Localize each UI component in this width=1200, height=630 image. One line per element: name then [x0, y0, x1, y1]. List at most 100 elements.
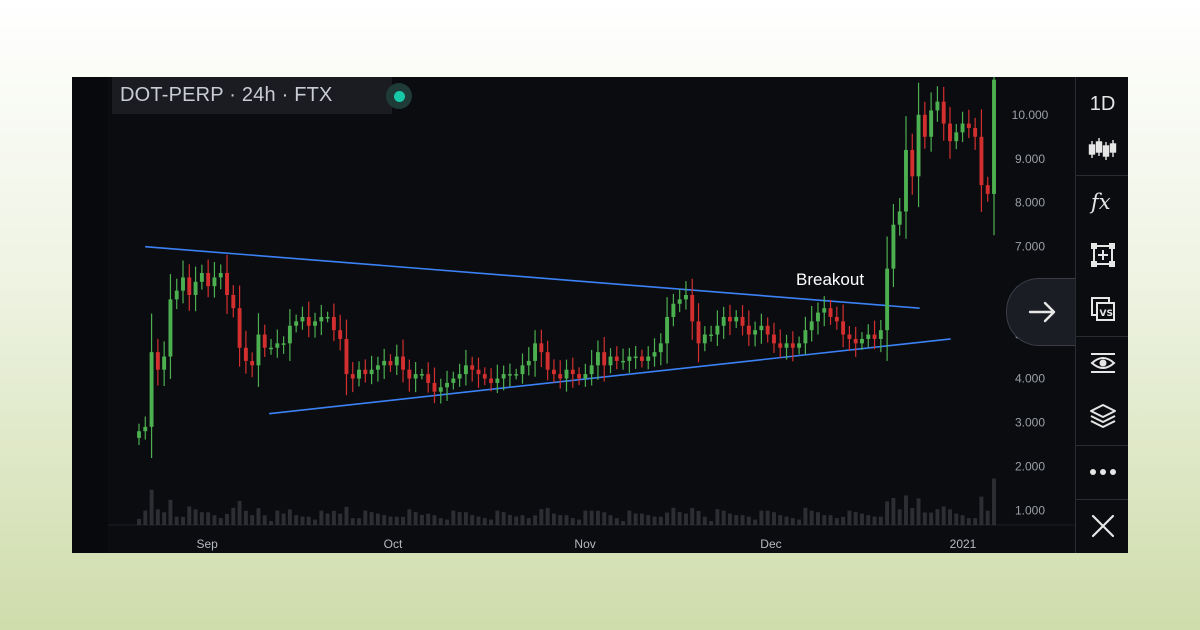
layers-button[interactable] — [1076, 390, 1128, 444]
candle-body — [922, 114, 927, 137]
volume-bar — [922, 512, 927, 525]
scroll-to-latest-button[interactable] — [1006, 278, 1079, 346]
volume-bar — [878, 516, 883, 525]
close-button[interactable] — [1076, 499, 1128, 553]
candle-body — [677, 299, 682, 304]
candle-body — [413, 374, 418, 379]
volume-bar — [885, 501, 890, 525]
candle-body — [155, 352, 160, 370]
chart-type-button[interactable] — [1076, 122, 1128, 176]
volume-bar — [860, 513, 864, 525]
volume-bar — [451, 510, 456, 525]
volume-bar — [746, 516, 751, 525]
candle-body — [539, 343, 544, 353]
volume-bar — [470, 515, 475, 525]
volume-bar — [772, 512, 776, 525]
x-tick-label: Dec — [760, 537, 781, 551]
drawing-tools-button[interactable] — [1076, 228, 1128, 282]
volume-bar — [294, 515, 299, 525]
candle-body — [495, 378, 500, 383]
volume-bar — [432, 515, 437, 525]
candle-body — [891, 224, 896, 269]
svg-text:VS: VS — [1099, 309, 1112, 319]
volume-bar — [916, 498, 921, 525]
candle-body — [570, 369, 575, 375]
candle-body — [338, 330, 343, 339]
volume-bar — [539, 509, 544, 525]
symbol-header[interactable]: DOT-PERP · 24h · FTX — [112, 77, 412, 114]
candle-body — [231, 294, 236, 309]
candle-body — [690, 294, 695, 322]
volume-bar — [533, 515, 538, 525]
candle-body — [683, 294, 688, 300]
volume-bar — [816, 512, 820, 525]
candle-body — [602, 352, 607, 366]
candle-body — [966, 123, 971, 128]
candle-body — [753, 330, 758, 335]
candle-body — [401, 356, 405, 370]
volume-bar — [168, 499, 173, 525]
chart-frame[interactable]: 1.0002.0003.0004.0005.0006.0007.0008.000… — [72, 77, 1128, 553]
candle-body — [388, 360, 393, 366]
visibility-button[interactable] — [1076, 336, 1128, 390]
volume-bar — [231, 507, 236, 525]
volume-bar — [564, 515, 569, 525]
volume-bar — [665, 512, 670, 525]
candle-body — [331, 316, 336, 331]
volume-bar — [834, 518, 839, 525]
arrow-right-icon — [1028, 301, 1056, 323]
volume-bar — [419, 515, 424, 525]
volume-bar — [149, 489, 154, 525]
candle-body — [489, 378, 494, 383]
volume-bar — [181, 516, 185, 525]
candle-body — [237, 308, 242, 348]
volume-bar — [633, 513, 638, 525]
candle-body — [872, 334, 877, 339]
y-tick-label: 3.000 — [1015, 415, 1045, 429]
y-tick-label: 4.000 — [1015, 372, 1045, 386]
volume-bar — [790, 518, 795, 525]
candle-body — [407, 369, 412, 379]
volume-bar — [300, 516, 305, 525]
candlestick-chart[interactable]: 1.0002.0003.0004.0005.0006.0007.0008.000… — [72, 77, 1075, 553]
volume-bar — [162, 512, 167, 525]
candle-body — [790, 343, 795, 348]
interval-button[interactable]: 1D — [1076, 77, 1128, 131]
volume-bar — [382, 515, 387, 525]
volume-bar — [482, 518, 487, 525]
compare-button[interactable]: VS — [1076, 282, 1128, 336]
volume-bar — [973, 518, 978, 525]
indicators-button[interactable]: fx — [1076, 175, 1128, 229]
candle-body — [897, 211, 902, 225]
volume-bar — [646, 515, 651, 525]
candle-body — [665, 316, 670, 344]
candle-body — [595, 352, 600, 366]
candle-body — [463, 365, 468, 375]
drawing-tools-icon — [1090, 243, 1115, 267]
trendline — [269, 338, 951, 415]
candle-body — [470, 365, 475, 370]
candle-body — [514, 374, 519, 376]
volume-bar — [350, 518, 355, 525]
more-button[interactable] — [1076, 445, 1128, 499]
volume-bar — [256, 508, 261, 525]
volume-bar — [426, 513, 431, 525]
candle-body — [948, 123, 952, 142]
volume-bar — [671, 507, 676, 525]
volume-bar — [589, 510, 594, 525]
candle-body — [765, 325, 770, 335]
volume-bar — [948, 509, 952, 525]
volume-bar — [514, 516, 519, 525]
volume-bar — [696, 511, 701, 525]
candle-body — [614, 356, 619, 361]
candle-body — [853, 338, 858, 344]
volume-bar — [809, 510, 814, 525]
candle-body — [520, 365, 525, 375]
candle-body — [256, 334, 261, 366]
candle-body — [344, 338, 349, 375]
candle-body — [287, 325, 292, 344]
volume-bar — [784, 516, 789, 525]
layers-icon — [1089, 404, 1116, 428]
volume-bar — [457, 512, 462, 525]
volume-bar — [614, 518, 619, 525]
